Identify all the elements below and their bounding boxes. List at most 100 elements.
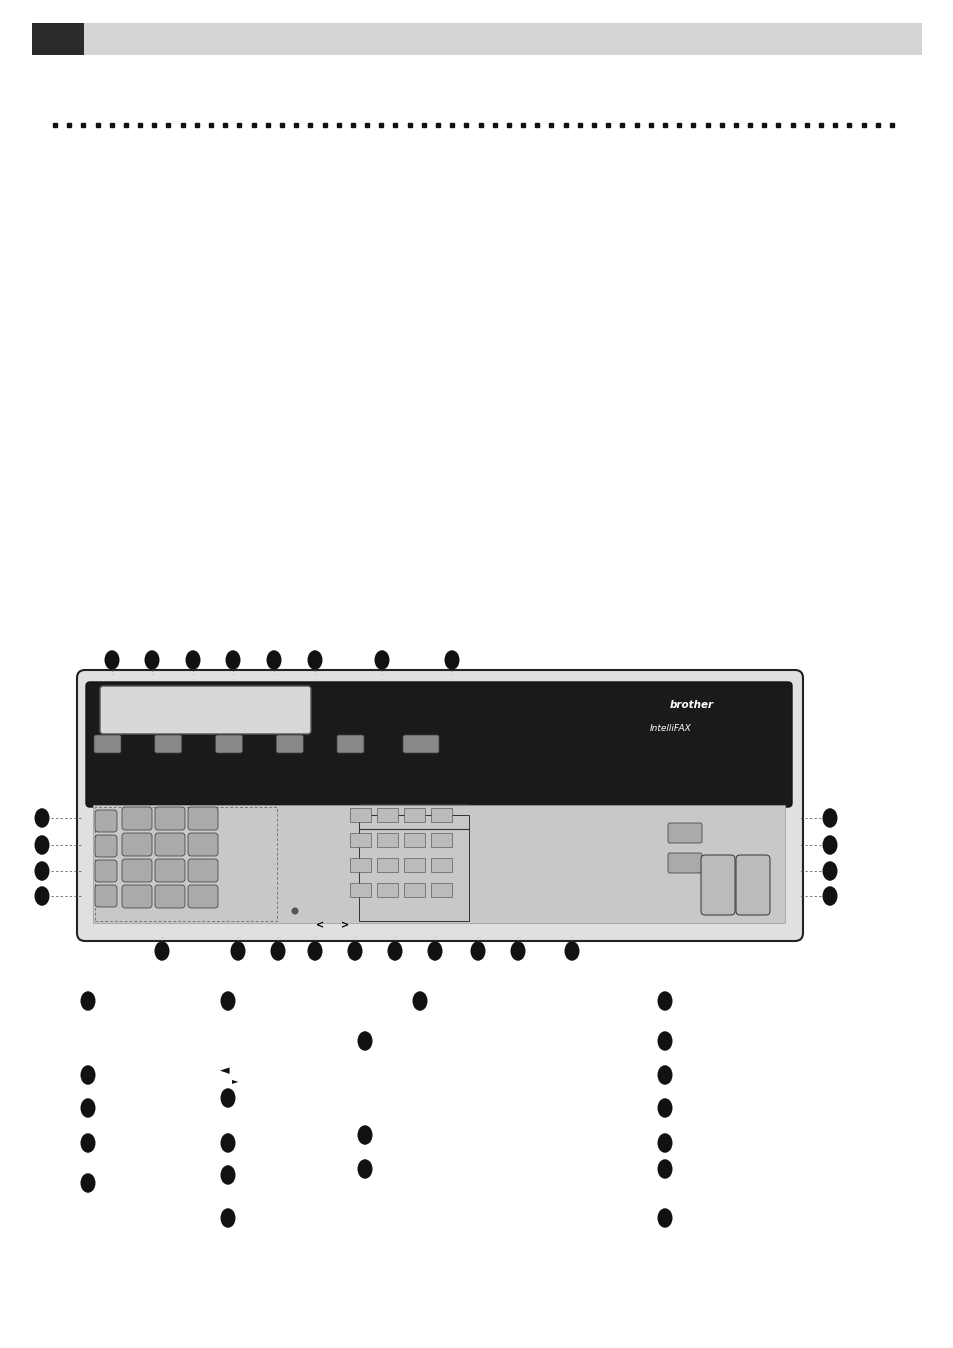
- Ellipse shape: [375, 650, 389, 670]
- Bar: [84, 23, 921, 55]
- FancyBboxPatch shape: [336, 735, 364, 754]
- FancyBboxPatch shape: [122, 886, 152, 909]
- Ellipse shape: [271, 941, 285, 961]
- FancyBboxPatch shape: [122, 807, 152, 830]
- Ellipse shape: [154, 941, 170, 961]
- FancyBboxPatch shape: [215, 735, 242, 754]
- Ellipse shape: [266, 650, 281, 670]
- Ellipse shape: [105, 650, 119, 670]
- Bar: [350, 857, 371, 872]
- FancyBboxPatch shape: [188, 886, 218, 909]
- Ellipse shape: [510, 941, 525, 961]
- Bar: [376, 857, 397, 872]
- FancyBboxPatch shape: [95, 886, 117, 907]
- Text: >: >: [340, 919, 349, 930]
- Ellipse shape: [225, 650, 240, 670]
- Ellipse shape: [821, 809, 837, 828]
- FancyBboxPatch shape: [154, 735, 182, 754]
- Ellipse shape: [34, 886, 50, 906]
- Ellipse shape: [34, 836, 50, 855]
- Ellipse shape: [220, 991, 235, 1011]
- Ellipse shape: [657, 1065, 672, 1085]
- Bar: [376, 883, 397, 896]
- Bar: [350, 807, 371, 822]
- FancyBboxPatch shape: [86, 682, 791, 807]
- Bar: [431, 833, 452, 847]
- FancyBboxPatch shape: [276, 735, 303, 754]
- Bar: [403, 833, 424, 847]
- Bar: [358, 816, 469, 921]
- Ellipse shape: [657, 1159, 672, 1178]
- Ellipse shape: [220, 1208, 235, 1228]
- Ellipse shape: [357, 1031, 372, 1050]
- FancyBboxPatch shape: [95, 834, 117, 857]
- Ellipse shape: [34, 809, 50, 828]
- Text: brother: brother: [669, 700, 714, 710]
- FancyBboxPatch shape: [94, 735, 121, 754]
- Ellipse shape: [80, 991, 95, 1011]
- FancyBboxPatch shape: [122, 859, 152, 882]
- Bar: [95, 807, 276, 921]
- FancyBboxPatch shape: [188, 833, 218, 856]
- Ellipse shape: [444, 650, 459, 670]
- Ellipse shape: [80, 1173, 95, 1193]
- Ellipse shape: [144, 650, 159, 670]
- FancyBboxPatch shape: [95, 810, 117, 832]
- Ellipse shape: [185, 650, 200, 670]
- FancyBboxPatch shape: [402, 735, 438, 754]
- Bar: [431, 857, 452, 872]
- Ellipse shape: [657, 1134, 672, 1153]
- Ellipse shape: [34, 861, 50, 880]
- Bar: [403, 807, 424, 822]
- Text: ◄: ◄: [220, 1065, 230, 1077]
- FancyBboxPatch shape: [667, 853, 701, 874]
- Bar: [403, 857, 424, 872]
- Ellipse shape: [231, 941, 245, 961]
- Ellipse shape: [307, 941, 322, 961]
- Ellipse shape: [821, 886, 837, 906]
- FancyBboxPatch shape: [154, 807, 185, 830]
- FancyBboxPatch shape: [154, 886, 185, 909]
- Ellipse shape: [347, 941, 362, 961]
- Ellipse shape: [357, 1159, 372, 1178]
- Ellipse shape: [412, 991, 427, 1011]
- Ellipse shape: [220, 1165, 235, 1185]
- Ellipse shape: [821, 861, 837, 880]
- Ellipse shape: [80, 1065, 95, 1085]
- Bar: [92, 805, 784, 923]
- Bar: [376, 833, 397, 847]
- Ellipse shape: [657, 1031, 672, 1050]
- Ellipse shape: [220, 1088, 235, 1108]
- Text: ►: ►: [232, 1077, 238, 1085]
- Ellipse shape: [292, 907, 298, 914]
- FancyBboxPatch shape: [188, 807, 218, 830]
- FancyBboxPatch shape: [154, 859, 185, 882]
- Ellipse shape: [80, 1134, 95, 1153]
- Bar: [350, 883, 371, 896]
- Bar: [431, 883, 452, 896]
- FancyBboxPatch shape: [95, 860, 117, 882]
- FancyBboxPatch shape: [122, 833, 152, 856]
- Ellipse shape: [657, 1208, 672, 1228]
- FancyBboxPatch shape: [77, 670, 802, 941]
- Ellipse shape: [470, 941, 485, 961]
- FancyBboxPatch shape: [735, 855, 769, 915]
- Ellipse shape: [220, 1134, 235, 1153]
- Bar: [376, 807, 397, 822]
- Ellipse shape: [821, 836, 837, 855]
- FancyBboxPatch shape: [154, 833, 185, 856]
- Ellipse shape: [80, 1099, 95, 1117]
- Bar: [431, 807, 452, 822]
- FancyBboxPatch shape: [700, 855, 734, 915]
- Ellipse shape: [657, 991, 672, 1011]
- Ellipse shape: [427, 941, 442, 961]
- Ellipse shape: [564, 941, 578, 961]
- Ellipse shape: [357, 1126, 372, 1144]
- FancyBboxPatch shape: [667, 824, 701, 842]
- Text: IntelliFAX: IntelliFAX: [649, 724, 691, 732]
- Ellipse shape: [657, 1099, 672, 1117]
- Ellipse shape: [387, 941, 402, 961]
- Bar: [403, 883, 424, 896]
- Bar: [350, 833, 371, 847]
- Text: <: <: [315, 919, 324, 930]
